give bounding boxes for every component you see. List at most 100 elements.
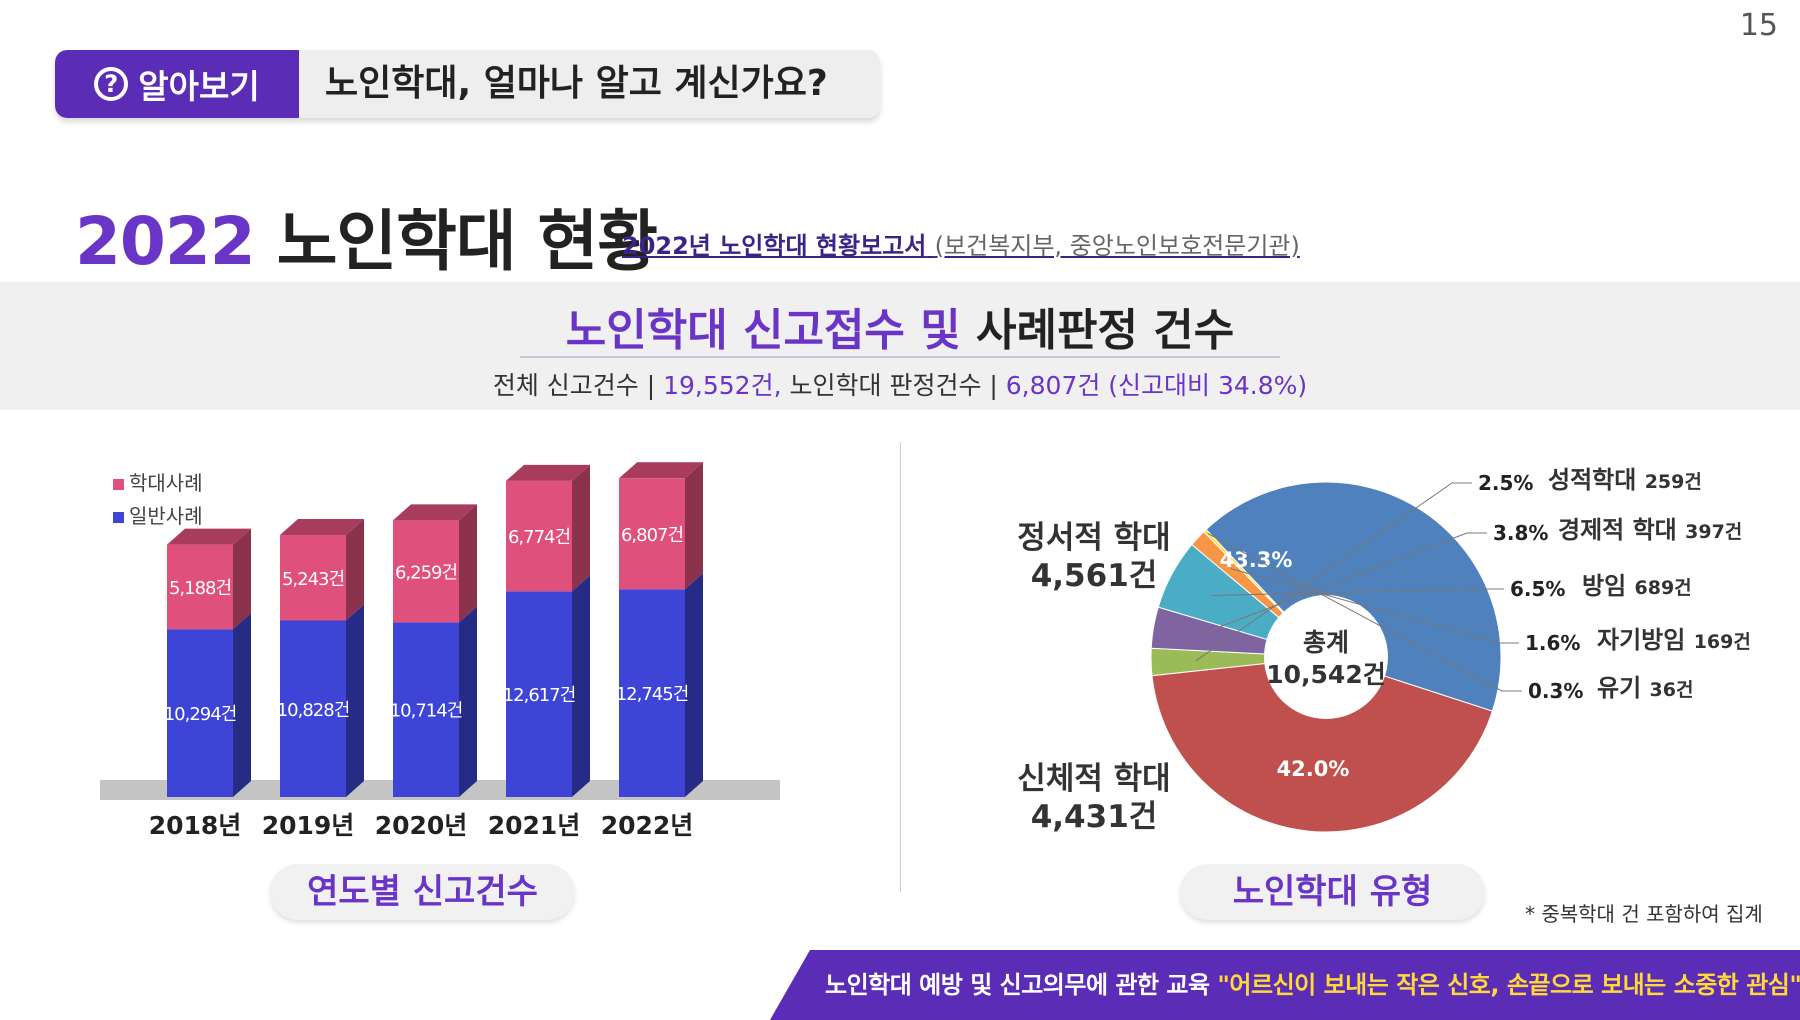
bar-front	[280, 535, 346, 621]
bar-side	[685, 462, 703, 590]
slice-name-label: 신체적 학대	[1017, 761, 1170, 797]
bar-front	[393, 520, 459, 623]
legend-swatch	[113, 512, 124, 523]
bar-side	[233, 528, 251, 630]
question-icon: ?	[94, 67, 129, 101]
bar-segment	[167, 528, 251, 630]
slice-percent-label: 3.8%	[1493, 521, 1548, 545]
slice-count-label: 169건	[1694, 631, 1751, 653]
tag-label: 알아보기	[138, 67, 260, 106]
bar-front	[280, 620, 346, 797]
summary-prefix: 전체 신고건수 |	[492, 371, 656, 400]
slice-name-label: 자기방임 169건	[1597, 626, 1751, 654]
slice-name-label: 유기 36건	[1597, 674, 1693, 702]
footer-text: 노인학대 예방 및 신고의무에 관한 교육 "어르신이 보내는 작은 신호, 손…	[825, 950, 1800, 1020]
pie-slice	[1151, 656, 1494, 833]
section-underline	[520, 356, 1280, 358]
bar-segment	[506, 464, 590, 592]
leader-line	[1211, 588, 1504, 596]
pie-slice	[1205, 481, 1502, 712]
bar-value-label: 5,243건	[282, 569, 344, 590]
bar-front	[167, 544, 233, 630]
x-tick-label: 2020년	[375, 811, 468, 840]
pie-chart-caption: 노인학대 유형	[1180, 864, 1485, 920]
bar-side	[459, 504, 477, 623]
summary-mid: 노인학대 판정건수 |	[789, 371, 998, 400]
title-text: 노인학대 현황	[276, 203, 658, 280]
slice-percent-label: 6.5%	[1510, 577, 1565, 601]
summary-total: 19,552건,	[663, 371, 782, 400]
bar-segment	[619, 462, 703, 590]
bar-value-label: 6,259건	[395, 562, 457, 583]
bar-value-label: 10,714건	[390, 701, 463, 722]
bar-side	[459, 606, 477, 797]
bar-side	[346, 519, 364, 621]
leader-line	[1207, 533, 1522, 692]
x-tick-label: 2022년	[601, 811, 694, 840]
bar-front	[167, 629, 233, 797]
bar-value-label: 6,807건	[621, 525, 683, 546]
bar-top	[506, 464, 590, 481]
bar-front	[506, 591, 572, 797]
leader-line	[1195, 482, 1472, 662]
header-tag-bar: ? 알아보기 노인학대, 얼마나 알고 계신가요?	[55, 50, 880, 118]
bar-value-label: 10,294건	[164, 704, 237, 725]
bar-value-label: 12,617건	[503, 685, 576, 706]
summary-judged: 6,807건 (신고대비 34.8%)	[1005, 371, 1308, 400]
bar-segment	[393, 504, 477, 623]
header-question: 노인학대, 얼마나 알고 계신가요?	[325, 63, 828, 104]
bar-front	[393, 622, 459, 797]
bar-side	[572, 575, 590, 797]
bar-segment	[506, 575, 590, 797]
slice-name: 방임	[1582, 572, 1635, 600]
slice-name: 유기	[1597, 674, 1650, 702]
bar-front	[619, 589, 685, 797]
donut-hole	[1264, 595, 1388, 719]
section-title-dark: 사례판정 건수	[976, 305, 1235, 356]
slice-count-label: 4,431건	[1031, 799, 1158, 835]
bar-top	[619, 462, 703, 479]
bar-top	[167, 528, 251, 545]
donut-center-value: 10,542건	[1266, 660, 1385, 689]
legend-label: 학대사례	[129, 471, 203, 495]
section-title-purple: 노인학대 신고접수 및	[565, 305, 961, 356]
bar-segment	[280, 604, 364, 797]
bar-segment	[167, 613, 251, 797]
slice-name: 성적학대	[1548, 466, 1645, 494]
bar-side	[346, 604, 364, 797]
bar-segment	[393, 606, 477, 797]
bar-side	[233, 613, 251, 797]
bar-side	[572, 464, 590, 592]
slice-name-label: 방임 689건	[1582, 572, 1692, 600]
slice-count-label: 259건	[1645, 471, 1702, 493]
slice-percent-label: 43.3%	[1220, 548, 1293, 572]
x-tick-label: 2019년	[262, 811, 355, 840]
abuse-type-donut-chart: 총계 10,542건 43.3% 정서적 학대4,561건 42.0% 신체적 학대4,4…	[1017, 466, 1751, 835]
slice-count-label: 36건	[1650, 679, 1694, 701]
title-year: 2022	[75, 203, 256, 280]
bar-segment	[619, 573, 703, 797]
legend-swatch	[113, 479, 124, 490]
legend-label: 일반사례	[129, 504, 203, 528]
leader-line	[1197, 532, 1487, 636]
slice-count-label: 397건	[1685, 521, 1742, 543]
page-title: 2022 노인학대 현황	[75, 188, 658, 284]
bar-segment	[280, 519, 364, 621]
source-link[interactable]: 2022년 노인학대 현황보고서 (보건복지부, 중앙노인보호전문기관)	[622, 226, 1300, 261]
slice-count-label: 4,561건	[1031, 558, 1158, 594]
slice-percent-label: 2.5%	[1478, 471, 1533, 495]
source-main: 2022년 노인학대 현황보고서	[622, 232, 927, 260]
chart-divider	[900, 442, 901, 892]
bar-top	[393, 504, 477, 521]
section-band: 노인학대 신고접수 및 사례판정 건수 전체 신고건수 | 19,552건, 노…	[0, 282, 1800, 410]
x-tick-label: 2021년	[488, 811, 581, 840]
slice-percent-label: 1.6%	[1525, 631, 1580, 655]
footer-quote: "어르신이 보내는 작은 신호, 손끝으로 보내는 소중한 관심"	[1217, 971, 1800, 999]
bar-value-label: 12,745건	[616, 684, 689, 705]
footer-main: 노인학대 예방 및 신고의무에 관한 교육	[825, 971, 1210, 999]
bar-value-label: 5,188건	[169, 578, 231, 599]
bar-front	[619, 478, 685, 590]
bar-top	[280, 519, 364, 536]
bar-value-label: 6,774건	[508, 527, 570, 548]
